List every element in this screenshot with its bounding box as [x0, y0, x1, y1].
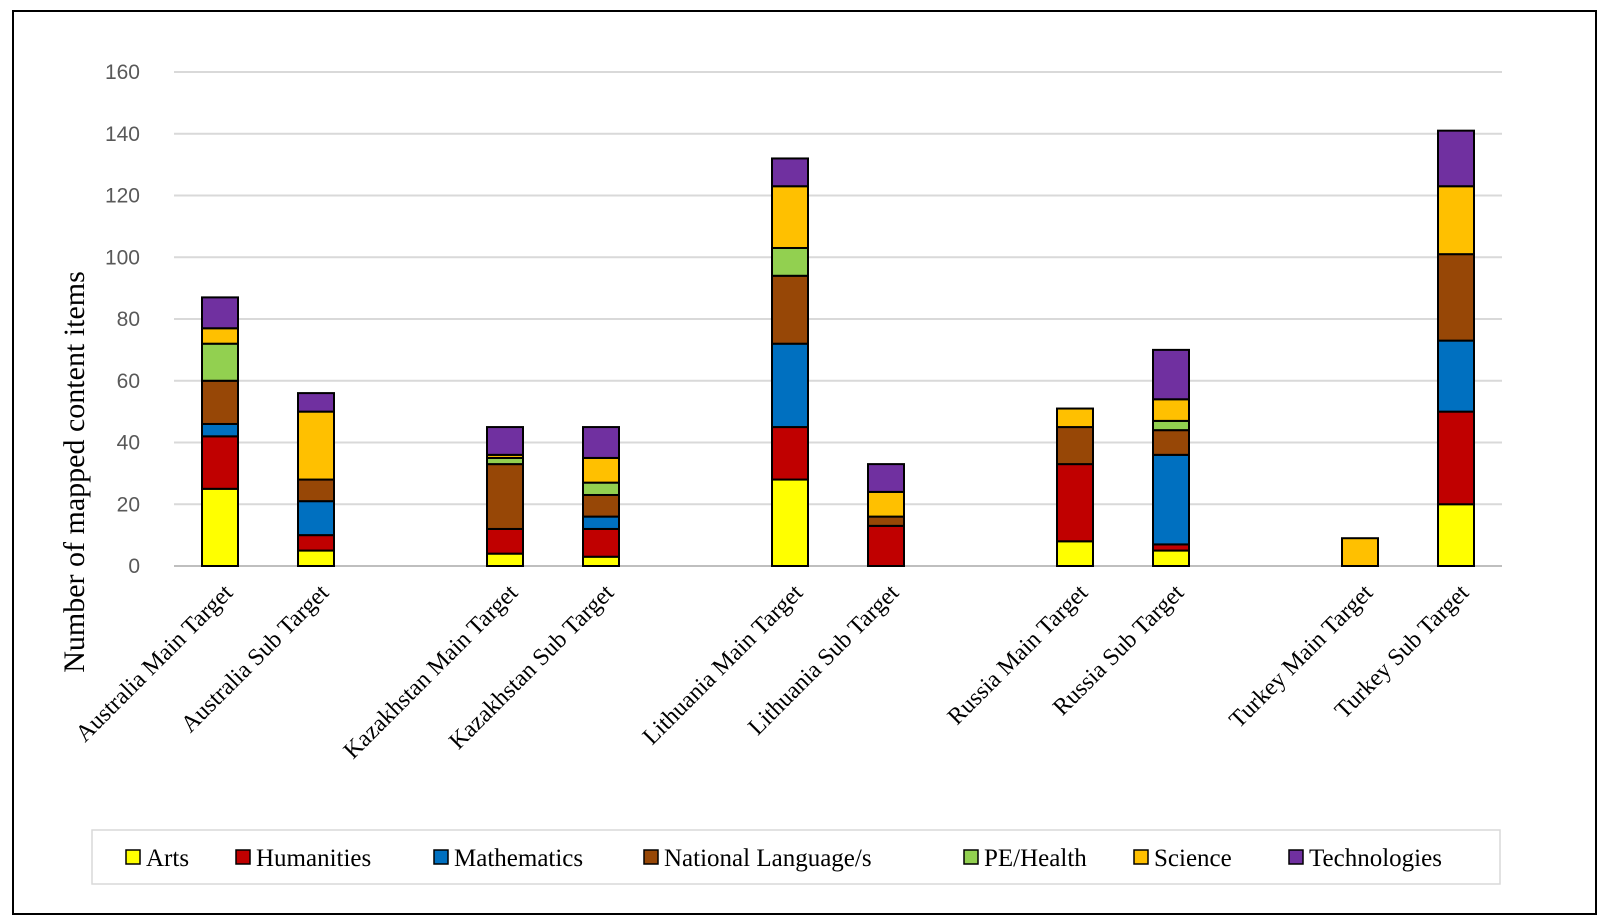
legend-label-mathematics: Mathematics — [454, 845, 583, 872]
y-axis-title: Number of mapped content items — [58, 271, 91, 673]
bar-segment-russia-main-target-national-language-s — [1056, 426, 1094, 466]
legend: Arts Humanities Mathematics National Langua… — [91, 829, 1501, 885]
stacked-bar-chart: 0 20 40 60 80 100 120 140 160 Australia Main Tar… — [58, 61, 1502, 885]
legend-label-technologies: Technologies — [1309, 845, 1442, 872]
legend-swatch-arts — [125, 849, 141, 865]
legend-label-national-language-s: National Language/s — [664, 845, 872, 872]
bar-segment-australia-sub-target-mathematics — [297, 500, 335, 537]
bar-segment-kazakhstan-main-target-national-language-s — [486, 463, 524, 530]
x-category-label-australia-main-target: Australia Main Target — [71, 580, 239, 748]
legend-item-technologies: Technologies — [1288, 845, 1442, 872]
bar-segment-lithuania-main-target-science — [771, 185, 809, 249]
bar-segment-lithuania-sub-target-technologies — [867, 463, 905, 493]
bar-segment-turkey-sub-target-arts — [1437, 503, 1475, 567]
bar-segment-kazakhstan-main-target-humanities — [486, 527, 524, 555]
bar-layer — [201, 129, 1475, 568]
bar-segment-australia-main-target-pe-health — [201, 342, 239, 382]
bar-segment-australia-main-target-humanities — [201, 435, 239, 490]
legend-item-humanities: Humanities — [235, 845, 371, 872]
bar-segment-lithuania-sub-target-humanities — [867, 524, 905, 567]
bar-segment-russia-sub-target-science — [1152, 398, 1190, 422]
bar-segment-australia-sub-target-science — [297, 410, 335, 481]
y-tick-label-0: 0 — [128, 555, 140, 578]
bar-segment-australia-sub-target-humanities — [297, 534, 335, 552]
grid-layer — [174, 71, 1502, 567]
bar-segment-russia-sub-target-arts — [1152, 549, 1190, 567]
legend-swatch-science — [1133, 849, 1149, 865]
bar-segment-australia-main-target-arts — [201, 487, 239, 567]
bar-segment-australia-main-target-technologies — [201, 296, 239, 330]
y-tick-label-140: 140 — [105, 123, 140, 146]
bar-segment-kazakhstan-sub-target-science — [582, 456, 620, 484]
bar-segment-kazakhstan-sub-target-national-language-s — [582, 493, 620, 518]
bar-segment-australia-main-target-mathematics — [201, 422, 239, 438]
legend-label-pe-health: PE/Health — [984, 845, 1087, 872]
bar-segment-russia-main-target-science — [1056, 407, 1094, 429]
legend-swatch-pe-health — [963, 849, 979, 865]
bar-segment-kazakhstan-main-target-arts — [486, 552, 524, 568]
bar-segment-turkey-sub-target-technologies — [1437, 129, 1475, 188]
legend-item-arts: Arts — [125, 845, 189, 872]
bar-segment-lithuania-main-target-mathematics — [771, 342, 809, 429]
bar-segment-lithuania-main-target-humanities — [771, 426, 809, 481]
y-tick-label-20: 20 — [117, 493, 140, 516]
bar-segment-lithuania-sub-target-national-language-s — [867, 515, 905, 527]
y-tick-label-80: 80 — [117, 308, 140, 331]
legend-item-science: Science — [1133, 845, 1232, 872]
x-category-label-lithuania-main-target: Lithuania Main Target — [638, 580, 808, 750]
legend-label-humanities: Humanities — [256, 845, 371, 872]
bar-segment-lithuania-main-target-technologies — [771, 157, 809, 188]
bar-segment-turkey-sub-target-mathematics — [1437, 339, 1475, 413]
bar-segment-lithuania-main-target-national-language-s — [771, 274, 809, 345]
bar-segment-russia-sub-target-national-language-s — [1152, 429, 1190, 456]
bar-segment-lithuania-sub-target-science — [867, 490, 905, 518]
bar-segment-lithuania-main-target-arts — [771, 478, 809, 567]
legend-item-pe-health: PE/Health — [963, 845, 1087, 872]
bar-segment-kazakhstan-sub-target-technologies — [582, 426, 620, 459]
bar-segment-kazakhstan-sub-target-arts — [582, 555, 620, 567]
bar-segment-kazakhstan-sub-target-mathematics — [582, 515, 620, 530]
bar-segment-kazakhstan-main-target-technologies — [486, 426, 524, 456]
y-axis-ticks: 0 20 40 60 80 100 120 140 160 — [105, 61, 140, 578]
legend-box — [91, 829, 1501, 885]
legend-swatch-technologies — [1288, 849, 1304, 865]
bar-segment-russia-sub-target-pe-health — [1152, 419, 1190, 432]
bar-segment-kazakhstan-sub-target-humanities — [582, 527, 620, 558]
y-tick-label-160: 160 — [105, 61, 140, 84]
legend-swatch-humanities — [235, 849, 251, 865]
bar-segment-australia-sub-target-national-language-s — [297, 478, 335, 503]
y-tick-label-100: 100 — [105, 246, 140, 269]
bar-segment-turkey-main-target-science — [1341, 537, 1379, 568]
y-tick-label-120: 120 — [105, 185, 140, 208]
bar-segment-russia-main-target-humanities — [1056, 463, 1094, 543]
legend-label-arts: Arts — [146, 845, 189, 872]
bar-segment-turkey-sub-target-humanities — [1437, 410, 1475, 506]
legend-item-mathematics: Mathematics — [433, 845, 583, 872]
bar-segment-russia-main-target-arts — [1056, 540, 1094, 567]
chart-frame: 0 20 40 60 80 100 120 140 160 Australia Main Tar… — [12, 10, 1597, 915]
bar-segment-turkey-sub-target-science — [1437, 185, 1475, 256]
bar-segment-russia-sub-target-mathematics — [1152, 453, 1190, 546]
bar-segment-turkey-sub-target-national-language-s — [1437, 253, 1475, 342]
bar-segment-kazakhstan-sub-target-pe-health — [582, 481, 620, 496]
legend-label-science: Science — [1154, 845, 1232, 872]
legend-items: Arts Humanities Mathematics National Langua… — [125, 845, 1442, 872]
bar-segment-australia-main-target-national-language-s — [201, 379, 239, 425]
bar-segment-australia-sub-target-arts — [297, 549, 335, 567]
bar-segment-lithuania-main-target-pe-health — [771, 246, 809, 277]
bar-segment-australia-main-target-science — [201, 327, 239, 345]
x-category-label-kazakhstan-main-target: Kazakhstan Main Target — [339, 580, 524, 765]
legend-item-national-language-s: National Language/s — [643, 845, 872, 872]
x-category-label-kazakhstan-sub-target: Kazakhstan Sub Target — [444, 580, 619, 755]
legend-swatch-mathematics — [433, 849, 449, 865]
y-tick-label-60: 60 — [117, 370, 140, 393]
legend-swatch-national-language-s — [643, 849, 659, 865]
bar-segment-australia-sub-target-technologies — [297, 392, 335, 413]
bar-segment-russia-sub-target-technologies — [1152, 348, 1190, 401]
y-tick-label-40: 40 — [117, 432, 140, 455]
